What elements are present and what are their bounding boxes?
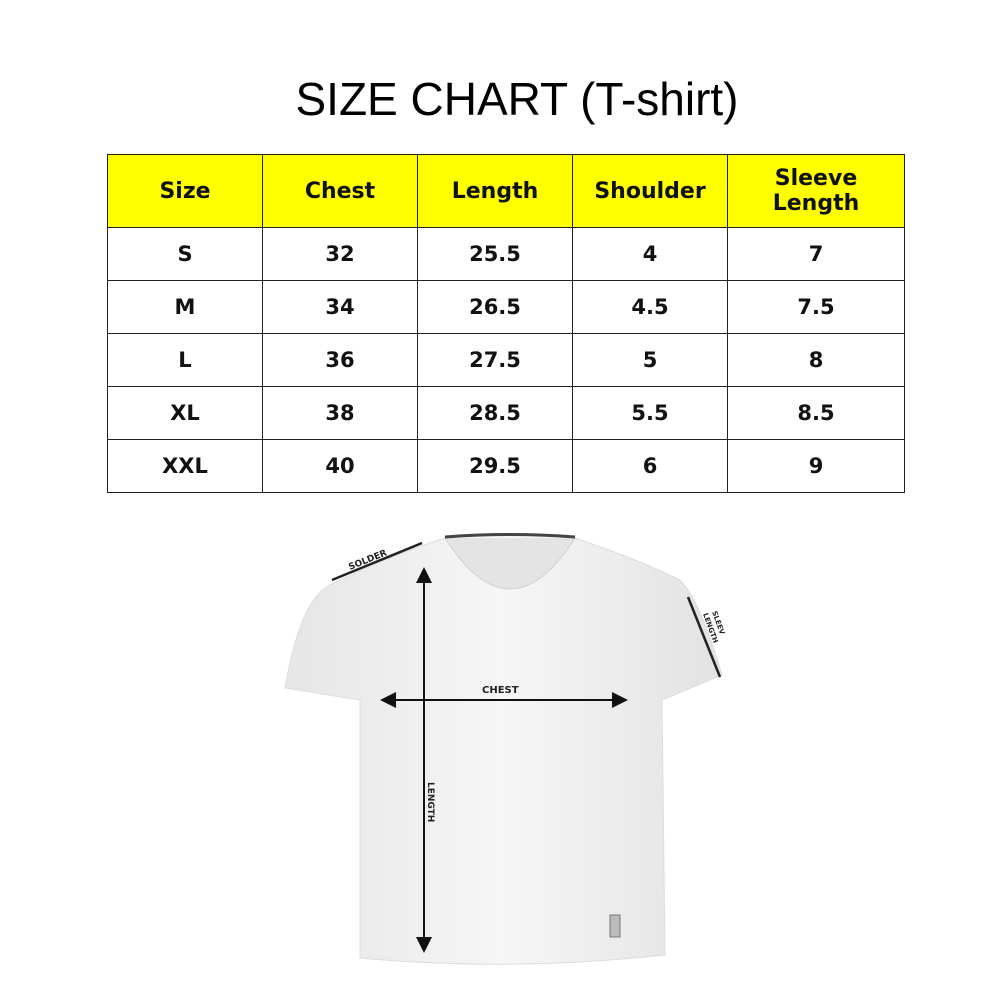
page-title: SIZE CHART (T-shirt) bbox=[295, 73, 739, 125]
cell-sleeve-length: 8 bbox=[727, 333, 905, 387]
cell-chest: 32 bbox=[262, 227, 418, 281]
cell-sleeve-length: 9 bbox=[727, 439, 905, 493]
cell-shoulder: 5.5 bbox=[572, 386, 728, 440]
cell-sleeve-length: 7.5 bbox=[727, 280, 905, 334]
sleeve-measure-line bbox=[686, 596, 722, 678]
shoulder-measure-line bbox=[331, 541, 423, 582]
cell-size: S bbox=[107, 227, 263, 281]
cell-size: XL bbox=[107, 386, 263, 440]
table-row: S 32 25.5 4 7 bbox=[107, 227, 905, 281]
table-row: M 34 26.5 4.5 7.5 bbox=[107, 280, 905, 334]
cell-shoulder: 6 bbox=[572, 439, 728, 493]
cell-length: 28.5 bbox=[417, 386, 573, 440]
tshirt-shape bbox=[284, 534, 723, 965]
length-label: LENGTH bbox=[425, 782, 435, 822]
cell-size: L bbox=[107, 333, 263, 387]
header-length: Length bbox=[417, 154, 573, 228]
cell-sleeve-length: 7 bbox=[727, 227, 905, 281]
tshirt-tag bbox=[609, 914, 621, 938]
header-chest: Chest bbox=[262, 154, 418, 228]
cell-sleeve-length: 8.5 bbox=[727, 386, 905, 440]
header-sleeve-length: Sleeve Length bbox=[727, 154, 905, 228]
cell-shoulder: 4 bbox=[572, 227, 728, 281]
cell-chest: 38 bbox=[262, 386, 418, 440]
cell-size: M bbox=[107, 280, 263, 334]
table-row: XL 38 28.5 5.5 8.5 bbox=[107, 386, 905, 440]
cell-length: 29.5 bbox=[417, 439, 573, 493]
cell-chest: 36 bbox=[262, 333, 418, 387]
cell-chest: 40 bbox=[262, 439, 418, 493]
table-header-row: Size Chest Length Shoulder Sleeve Length bbox=[107, 154, 905, 228]
header-size: Size bbox=[107, 154, 263, 228]
table-row: XXL 40 29.5 6 9 bbox=[107, 439, 905, 493]
cell-size: XXL bbox=[107, 439, 263, 493]
chest-label: CHEST bbox=[482, 685, 519, 696]
cell-length: 26.5 bbox=[417, 280, 573, 334]
table-row: L 36 27.5 5 8 bbox=[107, 333, 905, 387]
tshirt-collar bbox=[444, 537, 576, 590]
cell-chest: 34 bbox=[262, 280, 418, 334]
cell-length: 25.5 bbox=[417, 227, 573, 281]
size-chart-table: Size Chest Length Shoulder Sleeve Length… bbox=[107, 154, 905, 493]
cell-shoulder: 5 bbox=[572, 333, 728, 387]
cell-length: 27.5 bbox=[417, 333, 573, 387]
